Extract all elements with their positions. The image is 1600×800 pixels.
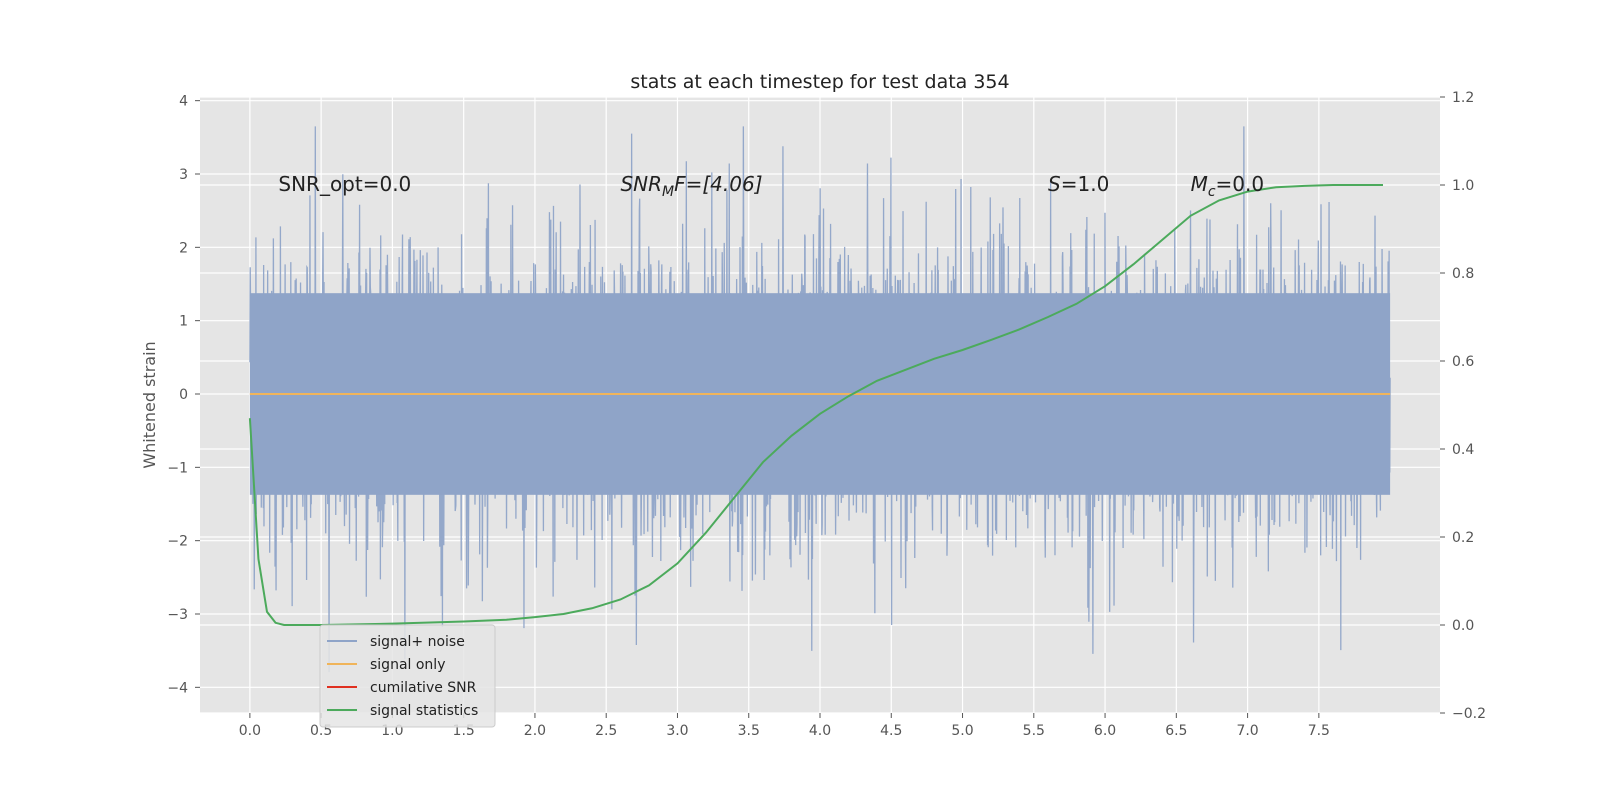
y-tick-label: −4 (167, 680, 188, 696)
x-tick-label: 3.0 (666, 723, 688, 739)
y2-tick-label: 0.8 (1452, 266, 1474, 282)
legend-box (319, 624, 496, 728)
annotations: SNR_opt=0.0 SNRMF=[4.06] S=1.0 Mc=0.0 (278, 172, 1264, 200)
x-tick-label: 5.0 (951, 723, 973, 739)
y-axis-label: Whitened strain (140, 341, 159, 468)
x-tick-label: 2.5 (595, 723, 617, 739)
annotation: SNR_opt=0.0 (278, 172, 411, 196)
annotation: Mc=0.0 (1191, 172, 1265, 200)
annotation: S=1.0 (1048, 172, 1109, 196)
x-tick-label: 7.5 (1308, 723, 1330, 739)
x-tick-label: 2.0 (524, 723, 546, 739)
x-tick-label: 6.0 (1094, 723, 1116, 739)
y-tick-label: −1 (167, 460, 188, 476)
chart-title: stats at each timestep for test data 354 (630, 71, 1009, 93)
y-tick-label: 3 (179, 167, 188, 183)
x-tick-label: 7.0 (1236, 723, 1258, 739)
legend-entry: signal only (370, 657, 445, 673)
y2-tick-label: 0.2 (1452, 530, 1474, 546)
legend-entry: signal+ noise (370, 634, 465, 650)
y-tick-label: 1 (179, 314, 188, 330)
y2-tick-label: 0.6 (1452, 354, 1474, 370)
legend-entry: signal statistics (370, 703, 478, 719)
y-tick-label: 4 (179, 94, 188, 110)
y-tick-label: 2 (179, 240, 188, 256)
x-tick-label: 3.5 (738, 723, 760, 739)
y2-tick-label: 0.0 (1452, 618, 1474, 634)
line-series-layer (248, 184, 1391, 626)
x-tick-label: 4.0 (809, 723, 831, 739)
legend-entry: cumilative SNR (370, 680, 477, 696)
legend: signal+ noise signal only cumilative SNR si… (319, 624, 496, 728)
y2-tick-label: 1.2 (1452, 90, 1474, 106)
y2-tick-label: −0.2 (1452, 706, 1486, 722)
y2-tick-label: 1.0 (1452, 178, 1474, 194)
annotation: SNRMF=[4.06] (620, 172, 762, 200)
y-tick-label: −3 (167, 607, 188, 623)
x-tick-label: 4.5 (880, 723, 902, 739)
x-tick-label: 0.0 (239, 723, 261, 739)
x-tick-label: 5.5 (1023, 723, 1045, 739)
y2-tick-label: 0.4 (1452, 442, 1474, 458)
axis-ticks: 0.0 0.5 1.0 1.5 2.0 2.5 3.0 3.5 4.0 4.5 5.0 5.5 6.0 6… (167, 90, 1486, 739)
y-tick-label: −2 (167, 534, 188, 550)
y-tick-label: 0 (179, 387, 188, 403)
series-line-signal-statistics (248, 184, 1383, 626)
x-tick-label: 6.5 (1165, 723, 1187, 739)
